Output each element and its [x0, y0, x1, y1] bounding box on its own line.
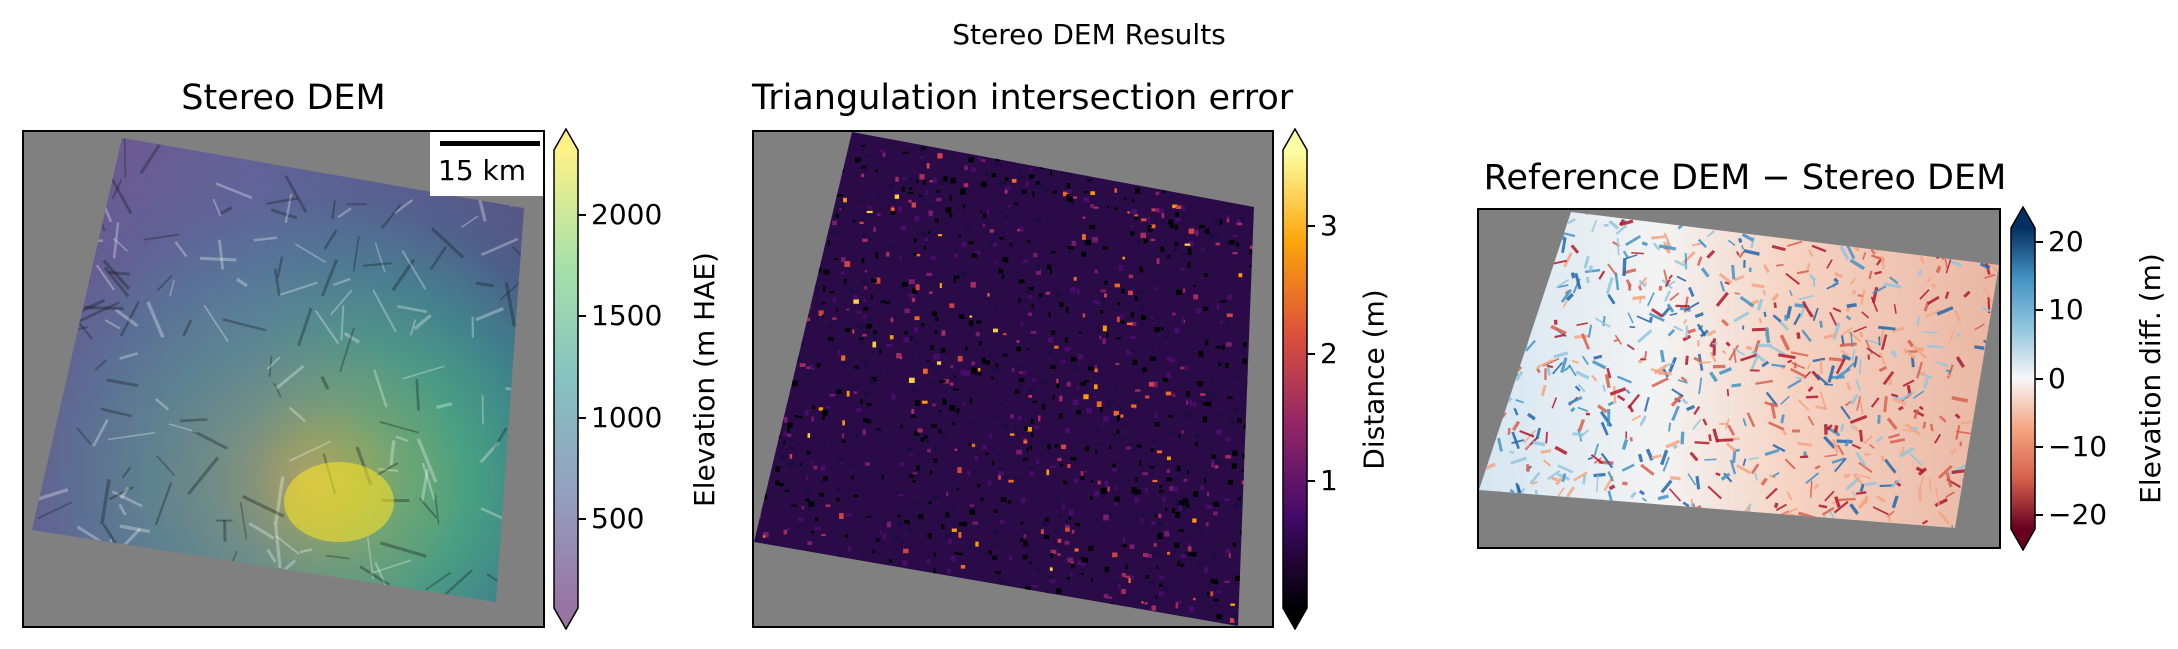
panel-3-axes [1477, 208, 2001, 549]
colorbar-3-tick-mark [2036, 445, 2043, 448]
colorbar-1-tick-mark [579, 213, 586, 216]
colorbar-3-label: Elevation diff. (m) [2133, 252, 2167, 504]
panel-2-axes [752, 130, 1274, 628]
colorbar-3-tick-mark [2036, 309, 2043, 312]
colorbar-1-tick-label: 1500 [591, 299, 663, 333]
colorbar-3-tick-label: −10 [2048, 429, 2108, 463]
colorbar-1-tick-label: 1000 [591, 400, 663, 434]
colorbar-2-tick-mark [1308, 225, 1315, 228]
panel-1-title: Stereo DEM [181, 78, 386, 118]
panel-2-colorbar [1282, 127, 1308, 631]
colorbar-3-tick-label: 20 [2048, 224, 2084, 258]
colorbar-2-tick-label: 3 [1320, 209, 1338, 243]
panel-2-image [754, 132, 1254, 626]
colorbar-1-tick-label: 500 [591, 501, 645, 535]
panel-1-image [32, 138, 524, 602]
colorbar-3-tick-label: 0 [2048, 361, 2066, 395]
panel-3-colorbar [2010, 205, 2036, 552]
scale-bar: 15 km [430, 132, 543, 196]
colorbar-3-tick-mark [2036, 240, 2043, 243]
panel-1-colorbar [553, 127, 579, 631]
colorbar-3-tick-label: 10 [2048, 293, 2084, 327]
colorbar-3-tick-label: −20 [2048, 498, 2108, 532]
panel-1-axes: 15 km [22, 130, 545, 628]
colorbar-2-tick-mark [1308, 352, 1315, 355]
colorbar-2-label: Distance (m) [1357, 288, 1391, 470]
colorbar-2-tick-mark [1308, 479, 1315, 482]
scale-bar-label: 15 km [438, 154, 527, 187]
panel-3-image [1479, 212, 1999, 528]
figure-suptitle: Stereo DEM Results [952, 18, 1226, 51]
colorbar-1-tick-label: 2000 [591, 197, 663, 231]
colorbar-2-tick-label: 1 [1320, 463, 1338, 497]
colorbar-1-label: Elevation (m HAE) [687, 251, 721, 507]
scale-bar-line [440, 141, 540, 146]
colorbar-2-tick-label: 2 [1320, 336, 1338, 370]
panel-2-title: Triangulation intersection error [752, 78, 1294, 118]
panel-3-title: Reference DEM − Stereo DEM [1483, 158, 2007, 198]
colorbar-3-tick-mark [2036, 377, 2043, 380]
colorbar-1-tick-mark [579, 315, 586, 318]
colorbar-3-tick-mark [2036, 514, 2043, 517]
colorbar-1-tick-mark [579, 517, 586, 520]
colorbar-1-tick-mark [579, 416, 586, 419]
